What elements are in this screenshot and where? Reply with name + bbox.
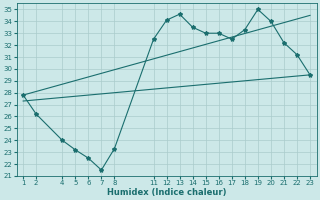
X-axis label: Humidex (Indice chaleur): Humidex (Indice chaleur) <box>107 188 226 197</box>
